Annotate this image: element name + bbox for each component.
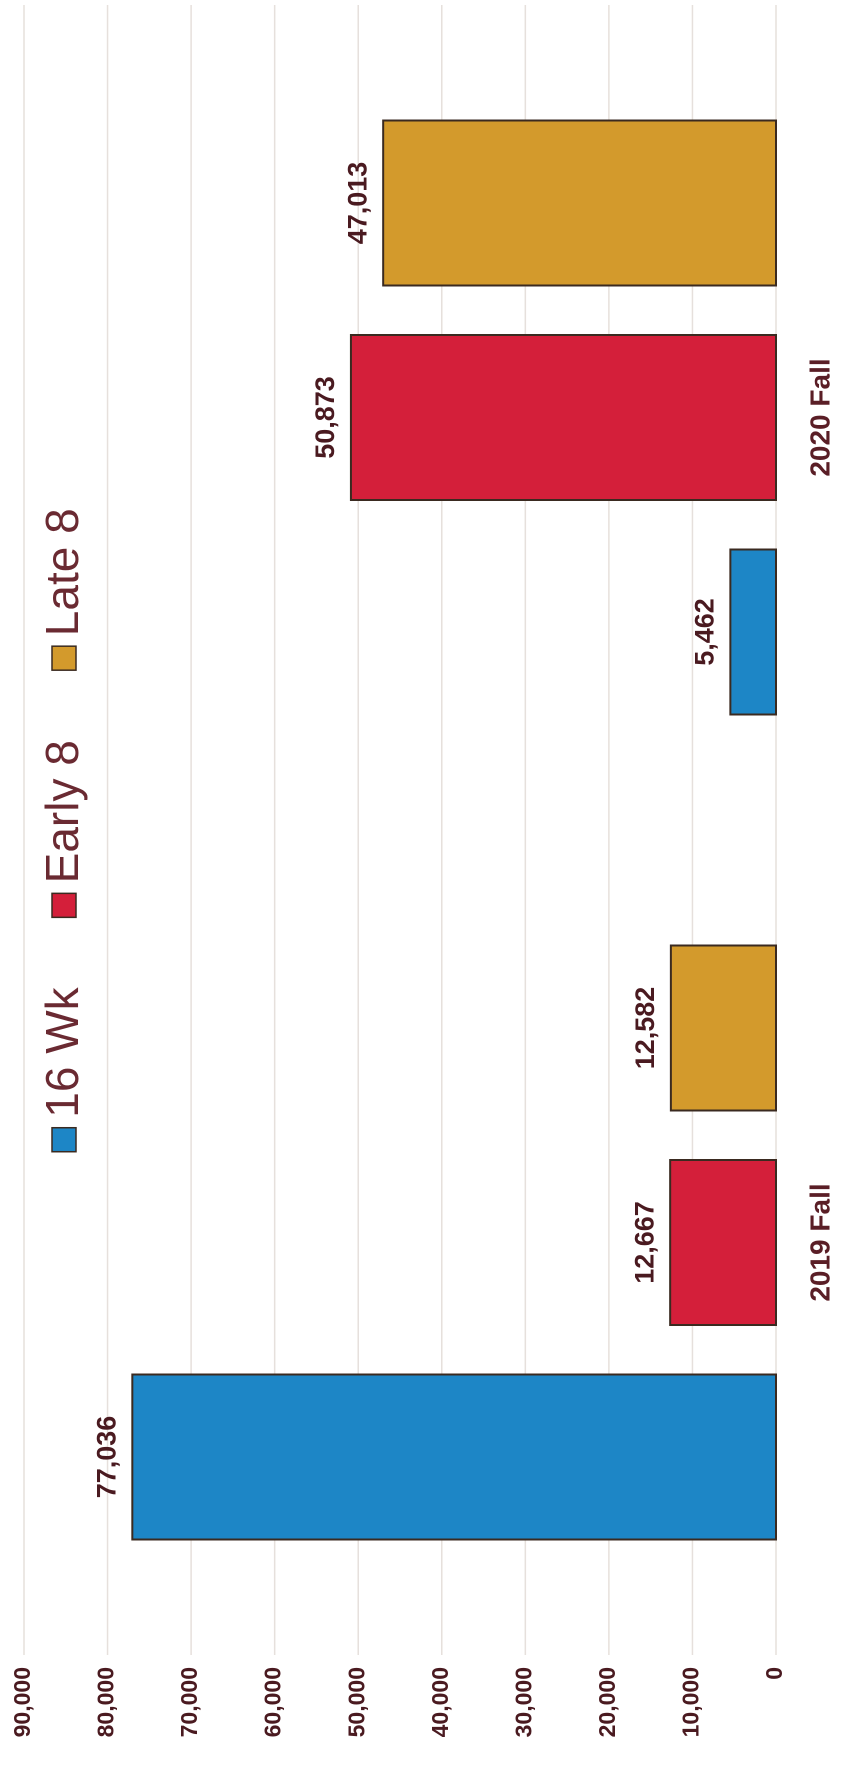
bar <box>669 944 778 1112</box>
legend-marker <box>51 1126 77 1153</box>
y-tick-label: 60,000 <box>260 1667 286 1737</box>
data-label: 50,873 <box>310 376 340 459</box>
data-label: 12,667 <box>629 1201 659 1284</box>
bar <box>669 1159 777 1326</box>
x-tick-label: 2020 Fall <box>804 358 835 476</box>
legend-label: Late 8 <box>36 508 88 636</box>
y-tick-label: 10,000 <box>678 1667 704 1737</box>
y-tick-label: 0 <box>761 1667 787 1680</box>
legend-marker <box>51 645 77 671</box>
y-tick-label: 30,000 <box>510 1667 536 1737</box>
bar <box>729 548 777 716</box>
legend-label: Early 8 <box>36 740 88 883</box>
rotated-chart: 0 10,000 20,000 30,000 40,000 50,000 60,000 70,… <box>9 5 835 1737</box>
bar <box>382 119 777 287</box>
data-label: 47,013 <box>342 162 372 245</box>
legend-label: 16 Wk <box>36 986 88 1117</box>
data-label: 77,036 <box>91 1416 121 1499</box>
y-tick-label: 90,000 <box>9 1667 35 1737</box>
x-tick-label: 2019 Fall <box>804 1183 835 1301</box>
y-tick-label: 80,000 <box>93 1667 119 1737</box>
bar <box>131 1373 778 1541</box>
data-label: 5,462 <box>689 598 719 666</box>
data-label: 12,582 <box>630 987 660 1070</box>
bar <box>349 334 777 501</box>
y-tick-label: 40,000 <box>427 1667 453 1737</box>
y-tick-label: 20,000 <box>594 1667 620 1737</box>
y-tick-label: 70,000 <box>176 1667 202 1737</box>
legend-marker <box>51 892 77 919</box>
y-tick-label: 50,000 <box>343 1667 369 1737</box>
